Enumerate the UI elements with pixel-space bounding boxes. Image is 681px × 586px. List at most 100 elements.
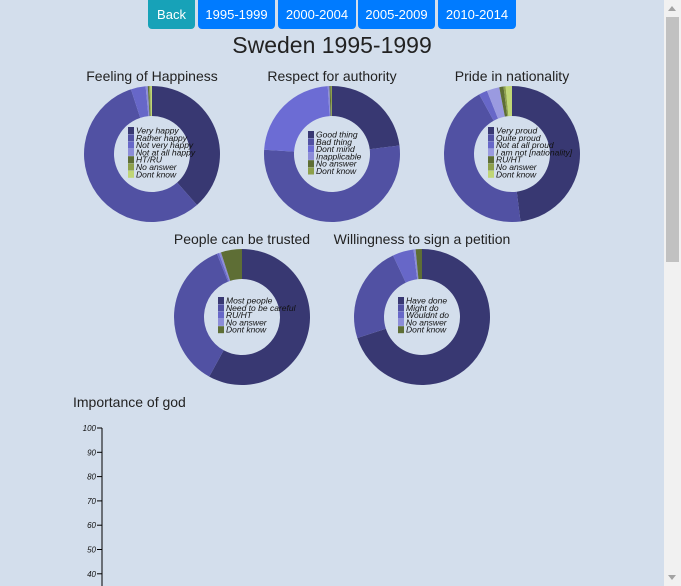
pride-in-nationality-slice-dont-know[interactable]: [505, 86, 512, 117]
willingness-to-sign-a-petition-slice-wouldnt-do[interactable]: [393, 249, 418, 283]
people-can-be-trusted-slice-ru-ht[interactable]: [216, 253, 230, 282]
willingness-to-sign-a-petition-donut: Willingness to sign a petition Have doneM…: [334, 231, 510, 385]
feeling-of-happiness-legend-label-no-answer: No answer: [136, 162, 178, 172]
people-can-be-trusted-slice-most-people[interactable]: [209, 249, 310, 385]
scroll-up-arrow-icon[interactable]: [668, 6, 676, 11]
willingness-to-sign-a-petition-legend-swatch-no-answer: [398, 318, 404, 326]
pride-in-nationality-legend-swatch-i-am-not-nationality: [488, 148, 494, 156]
pride-in-nationality-slice-very-proud[interactable]: [512, 86, 580, 222]
willingness-to-sign-a-petition-legend-label-dont-know: Dont know: [406, 325, 447, 335]
pride-in-nationality-legend-swatch-dont-know: [488, 170, 494, 178]
willingness-to-sign-a-petition-legend-label-might-do: Might do: [406, 303, 439, 313]
people-can-be-trusted-legend-swatch-no-answer: [218, 318, 224, 326]
people-can-be-trusted-slice-dont-know[interactable]: [220, 249, 242, 281]
period-toolbar: Back 1995-1999 2000-2004 2005-2009 2010-…: [0, 0, 664, 30]
feeling-of-happiness-legend-label-ht-ru: HT/RU: [136, 155, 163, 165]
y-tick-label-70: 70: [87, 497, 96, 506]
respect-for-authority-slice-good-thing[interactable]: [332, 86, 400, 150]
pride-in-nationality-legend-label-quite-proud: Quite proud: [496, 133, 541, 143]
willingness-to-sign-a-petition-legend-label-wouldnt-do: Wouldnt do: [406, 310, 449, 320]
pride-in-nationality-legend-label-no-answer: No answer: [496, 162, 538, 172]
page-title: Sweden 1995-1999: [232, 32, 432, 58]
people-can-be-trusted-legend-label-dont-know: Dont know: [226, 325, 267, 335]
scroll-thumb[interactable]: [666, 17, 679, 262]
vertical-scrollbar[interactable]: [664, 0, 681, 586]
pride-in-nationality-legend-swatch-ru-ht: [488, 156, 494, 164]
respect-for-authority-legend-swatch-dont-know: [308, 167, 314, 175]
respect-for-authority-slice-bad-thing[interactable]: [264, 145, 400, 222]
willingness-to-sign-a-petition-legend-label-have-done: Have done: [406, 296, 447, 306]
feeling-of-happiness-slice-rather-happy[interactable]: [84, 89, 197, 222]
willingness-to-sign-a-petition-legend-swatch-dont-know: [398, 326, 404, 334]
respect-for-authority-slice-inapplicable[interactable]: [327, 86, 331, 117]
willingness-to-sign-a-petition-slice-no-answer[interactable]: [413, 249, 419, 280]
period-button-2010-2014[interactable]: 2010-2014: [438, 0, 516, 29]
feeling-of-happiness-legend-swatch-rather-happy: [128, 134, 134, 142]
respect-for-authority-legend-label-no-answer: No answer: [316, 159, 358, 169]
respect-for-authority-legend-swatch-bad-thing: [308, 138, 314, 146]
feeling-of-happiness-slice-not-at-all-happy[interactable]: [145, 86, 150, 117]
respect-for-authority-legend-swatch-dont-mind: [308, 145, 314, 153]
period-button-2000-2004[interactable]: 2000-2004: [278, 0, 356, 29]
people-can-be-trusted-legend-swatch-need-to-be-careful: [218, 304, 224, 312]
y-tick-label-60: 60: [87, 521, 96, 530]
feeling-of-happiness-legend-label-very-happy: Very happy: [136, 126, 179, 136]
pride-in-nationality-slice-no-answer[interactable]: [503, 86, 509, 117]
people-can-be-trusted-slice-need-to-be-careful[interactable]: [174, 253, 229, 377]
feeling-of-happiness-slice-ht-ru[interactable]: [147, 86, 151, 117]
pride-in-nationality-slice-not-at-all-proud[interactable]: [479, 90, 499, 121]
feeling-of-happiness-legend-label-not-very-happy: Not very happy: [136, 140, 194, 150]
scroll-down-arrow-icon[interactable]: [668, 575, 676, 580]
feeling-of-happiness-slice-no-answer[interactable]: [149, 86, 152, 117]
pride-in-nationality-legend-label-not-at-all-proud: Not at all proud: [496, 140, 554, 150]
pride-in-nationality-legend-swatch-quite-proud: [488, 134, 494, 142]
people-can-be-trusted-legend-label-most-people: Most people: [226, 296, 273, 306]
feeling-of-happiness-slice-dont-know[interactable]: [150, 86, 152, 117]
willingness-to-sign-a-petition-slice-dont-know[interactable]: [415, 249, 422, 280]
feeling-of-happiness-slice-very-happy[interactable]: [152, 86, 220, 206]
pride-in-nationality-slice-ru-ht[interactable]: [499, 86, 508, 117]
pride-in-nationality-title: Pride in nationality: [455, 68, 569, 84]
respect-for-authority-legend-swatch-no-answer: [308, 160, 314, 168]
y-tick-label-50: 50: [87, 546, 96, 555]
people-can-be-trusted-slice-no-answer[interactable]: [218, 252, 231, 282]
respect-for-authority-legend-swatch-good-thing: [308, 131, 314, 138]
respect-for-authority-slice-dont-mind[interactable]: [264, 86, 330, 152]
period-button-2005-2009[interactable]: 2005-2009: [358, 0, 435, 29]
people-can-be-trusted-legend-label-ru-ht: RU/HT: [226, 310, 253, 320]
willingness-to-sign-a-petition-legend-swatch-have-done: [398, 297, 404, 304]
willingness-to-sign-a-petition-slice-might-do[interactable]: [354, 255, 406, 339]
feeling-of-happiness-legend-swatch-not-very-happy: [128, 141, 134, 149]
willingness-to-sign-a-petition-legend-swatch-wouldnt-do: [398, 311, 404, 319]
pride-in-nationality-slice-quite-proud[interactable]: [443, 94, 521, 222]
feeling-of-happiness-legend-swatch-very-happy: [128, 127, 134, 134]
respect-for-authority-slice-dont-know[interactable]: [330, 86, 332, 117]
importance-of-god-chart: Importance of god 100 90 80 70 60 50 40: [73, 394, 186, 586]
y-tick-label-100: 100: [83, 424, 97, 433]
pride-in-nationality-slice-i-am-not-nationality[interactable]: [486, 87, 505, 119]
feeling-of-happiness-legend-swatch-dont-know: [128, 170, 134, 178]
willingness-to-sign-a-petition-slice-have-done[interactable]: [357, 249, 490, 385]
respect-for-authority-legend-label-inapplicable: Inapplicable: [316, 151, 362, 161]
pride-in-nationality-legend-label-ru-ht: RU/HT: [496, 155, 523, 165]
feeling-of-happiness-slice-not-very-happy[interactable]: [130, 86, 149, 118]
people-can-be-trusted-legend-swatch-dont-know: [218, 326, 224, 334]
people-can-be-trusted-legend-swatch-ru-ht: [218, 311, 224, 319]
pride-in-nationality-legend-label-very-proud: Very proud: [496, 126, 538, 136]
respect-for-authority-legend-label-bad-thing: Bad thing: [316, 137, 352, 147]
pride-in-nationality-legend-label-i-am-not-nationality: I am not [nationality]: [496, 147, 573, 157]
people-can-be-trusted-title: People can be trusted: [174, 231, 310, 247]
period-button-1995-1999[interactable]: 1995-1999: [198, 0, 275, 29]
people-can-be-trusted-legend-label-need-to-be-careful: Need to be careful: [226, 303, 297, 313]
back-button[interactable]: Back: [148, 0, 195, 29]
y-tick-label-80: 80: [87, 473, 96, 482]
respect-for-authority-legend-label-dont-mind: Dont mind: [316, 144, 355, 154]
respect-for-authority-slice-no-answer[interactable]: [329, 86, 332, 117]
respect-for-authority-legend-swatch-inapplicable: [308, 152, 314, 160]
y-tick-label-90: 90: [87, 448, 96, 457]
respect-for-authority-legend-label-dont-know: Dont know: [316, 166, 357, 176]
